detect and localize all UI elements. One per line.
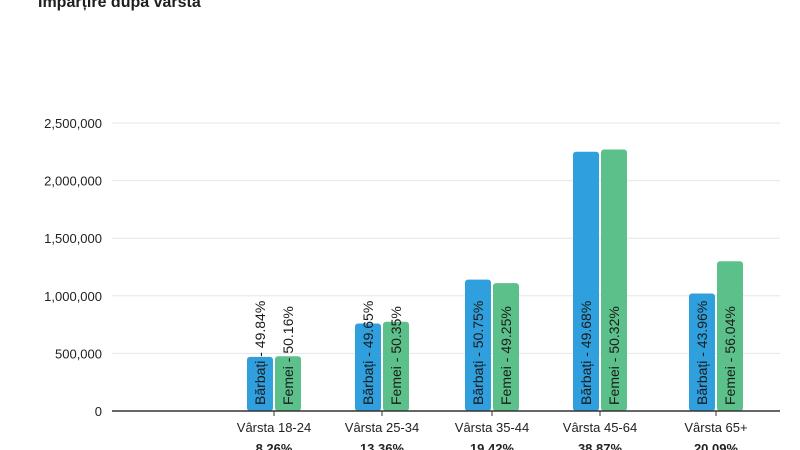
- men-bar-label: Bărbați - 49.65%: [360, 301, 376, 405]
- women-bar: [717, 261, 743, 411]
- women-bar-label: Femei - 49.25%: [498, 306, 514, 405]
- x-tick-label: Vârsta 25-34: [345, 420, 419, 435]
- men-bar: [247, 356, 273, 411]
- men-bar-label: Bărbați - 50.75%: [470, 301, 486, 405]
- men-bar: [465, 279, 491, 411]
- women-bar: [601, 149, 627, 411]
- x-tick-label: Vârsta 35-44: [455, 420, 529, 435]
- y-tick-label: 2,000,000: [44, 174, 102, 189]
- category-share-label: 20.09%: [694, 441, 739, 450]
- y-axis-ticks: 0 500,000 1,000,000 1,500,000 2,000,000 2,500…: [44, 116, 102, 419]
- bar-labels: Bărbați - 49.84% Bărbați - 49.65% Bărbați …: [252, 301, 738, 405]
- men-bar: [573, 151, 599, 412]
- men-bar-label: Bărbați - 49.84%: [252, 301, 268, 405]
- women-bar: [493, 283, 519, 411]
- y-tick-label: 500,000: [55, 346, 102, 361]
- chart-title: Împărțire după vârstă: [38, 0, 201, 11]
- x-tick-label: Vârsta 18-24: [237, 420, 311, 435]
- men-bar: [355, 323, 381, 411]
- category-share-label: 13.36%: [360, 441, 405, 450]
- category-share-label: 38.87%: [578, 441, 623, 450]
- y-tick-label: 1,500,000: [44, 231, 102, 246]
- x-tick-label: Vârsta 65+: [684, 420, 747, 435]
- women-bar-label: Femei - 56.04%: [722, 306, 738, 405]
- women-bar: [275, 356, 301, 411]
- gridlines: [112, 122, 780, 354]
- women-bar-label: Femei - 50.35%: [388, 306, 404, 405]
- x-axis: Vârsta 18-24 8.26% Vârsta 25-34 13.36% Vârst…: [112, 410, 780, 450]
- category-share-label: 19.42%: [470, 441, 515, 450]
- y-tick-label: 1,000,000: [44, 289, 102, 304]
- y-tick-label: 2,500,000: [44, 116, 102, 131]
- category-share-label: 8.26%: [256, 441, 293, 450]
- bars: [247, 149, 743, 412]
- x-tick-label: Vârsta 45-64: [563, 420, 637, 435]
- men-bar: [689, 293, 715, 411]
- women-bar-label: Femei - 50.32%: [606, 306, 622, 405]
- women-bar: [383, 321, 409, 411]
- y-tick-label: 0: [95, 404, 102, 419]
- women-bar-label: Femei - 50.16%: [280, 306, 296, 405]
- men-bar-label: Bărbați - 43.96%: [694, 301, 710, 405]
- men-bar-label: Bărbați - 49.68%: [578, 301, 594, 405]
